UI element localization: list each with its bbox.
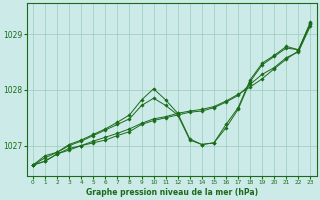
X-axis label: Graphe pression niveau de la mer (hPa): Graphe pression niveau de la mer (hPa) <box>86 188 258 197</box>
